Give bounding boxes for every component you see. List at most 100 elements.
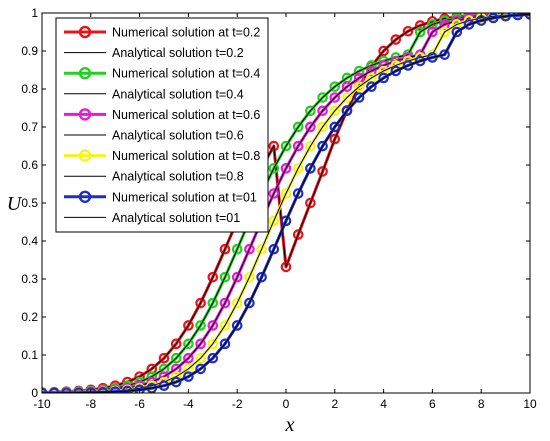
- data-point: [439, 49, 450, 60]
- legend-label: Analytical solution t=0.8: [112, 170, 244, 184]
- x-tick-label: 0: [283, 397, 290, 411]
- y-tick-label: 0.8: [21, 82, 38, 96]
- data-point: [402, 25, 414, 37]
- data-point: [329, 105, 341, 117]
- y-tick-label: 0.6: [21, 158, 38, 172]
- data-point: [244, 271, 255, 283]
- y-tick-label: 0.4: [21, 234, 38, 248]
- data-point: [170, 376, 182, 388]
- data-point: [378, 72, 389, 84]
- legend-swatch-marker: [78, 108, 92, 121]
- data-point: [317, 121, 328, 133]
- x-tick-label: 6: [429, 397, 436, 411]
- data-point: [195, 338, 206, 350]
- data-point: [329, 81, 341, 92]
- data-point: [366, 81, 377, 92]
- x-tick-label: -6: [134, 397, 145, 411]
- data-point: [414, 26, 426, 38]
- data-point: [231, 320, 243, 331]
- y-tick-label: 0.1: [21, 348, 38, 362]
- x-tick-label: 10: [523, 397, 537, 411]
- data-point: [353, 65, 365, 77]
- series-analytical-solution-t-01: [42, 13, 530, 393]
- data-point: [390, 34, 402, 45]
- data-point: [195, 363, 206, 375]
- data-point: [427, 26, 438, 38]
- data-point: [317, 105, 328, 117]
- y-tick-label: 0: [31, 386, 38, 400]
- data-point: [158, 380, 170, 391]
- data-point: [317, 92, 328, 103]
- x-axis-label: x: [285, 414, 295, 436]
- data-point: [195, 352, 206, 364]
- data-point: [268, 163, 280, 174]
- legend-swatch-marker: [78, 25, 92, 39]
- series-line: [42, 13, 530, 393]
- data-point: [317, 140, 328, 152]
- data-point: [427, 52, 438, 63]
- data-point: [158, 352, 170, 364]
- data-point: [195, 297, 206, 309]
- data-point: [207, 338, 219, 350]
- data-point: [268, 215, 280, 227]
- legend-item: Analytical solution t=0.8: [64, 170, 244, 184]
- y-tick-label: 0.7: [21, 120, 38, 134]
- y-tick-label: 0.2: [21, 310, 38, 324]
- x-tick-label: -2: [232, 397, 243, 411]
- y-tick-label: 0.9: [21, 44, 38, 58]
- data-point: [341, 92, 353, 103]
- data-point: [329, 133, 341, 145]
- legend-label: Numerical solution at t=0.2: [112, 26, 260, 40]
- data-point: [207, 297, 219, 309]
- data-point: [195, 320, 206, 331]
- data-point: [231, 243, 243, 255]
- legend-swatch-marker: [78, 66, 92, 80]
- data-point: [451, 26, 463, 38]
- data-point: [378, 65, 389, 77]
- data-point: [219, 271, 231, 283]
- data-point: [183, 338, 194, 350]
- data-point: [353, 92, 365, 103]
- data-point: [280, 188, 292, 199]
- data-point: [219, 243, 231, 255]
- data-point: [219, 320, 231, 331]
- axes: -10 -8 -6 -4 -2 0 2 4 6 8 10 0 0.1 0.2 0.3 0.4 0.5 0.6 0.7…: [21, 6, 537, 411]
- data-point: [292, 188, 304, 199]
- x-tick-label: -8: [85, 397, 96, 411]
- data-point: [244, 297, 255, 309]
- data-point: [207, 271, 219, 283]
- legend-label: Analytical solution t=01: [112, 211, 240, 225]
- data-point: [219, 297, 231, 309]
- x-tick-label: -4: [183, 397, 194, 411]
- data-point: [292, 121, 304, 133]
- legend-label: Analytical solution t=0.4: [112, 87, 244, 101]
- data-point: [439, 26, 450, 38]
- y-tick-label: 1: [31, 6, 38, 20]
- data-point: [329, 92, 341, 103]
- y-axis-label: U: [7, 193, 23, 215]
- data-point: [268, 243, 280, 255]
- data-point: [305, 105, 316, 117]
- data-point: [292, 163, 304, 174]
- data-point: [292, 140, 304, 152]
- y-tick-label: 0.5: [21, 196, 38, 210]
- data-point: [488, 13, 499, 24]
- data-point: [414, 20, 426, 31]
- data-point: [280, 140, 292, 152]
- data-point: [366, 65, 377, 77]
- legend-label: Analytical solution t=0.2: [112, 46, 244, 60]
- data-point: [170, 338, 182, 350]
- legend-item: Analytical solution t=0.4: [64, 87, 244, 101]
- data-point: [414, 55, 426, 67]
- data-point: [280, 215, 292, 227]
- legend-label: Numerical solution at t=0.4: [112, 67, 260, 81]
- x-tick-label: -10: [33, 397, 51, 411]
- x-tick-label: 8: [478, 397, 485, 411]
- legend-label: Numerical solution at t=0.6: [112, 108, 260, 122]
- data-point: [305, 163, 316, 174]
- data-point: [207, 320, 219, 331]
- data-point: [341, 105, 353, 117]
- legend-item: Numerical solution at t=0.2: [64, 26, 260, 40]
